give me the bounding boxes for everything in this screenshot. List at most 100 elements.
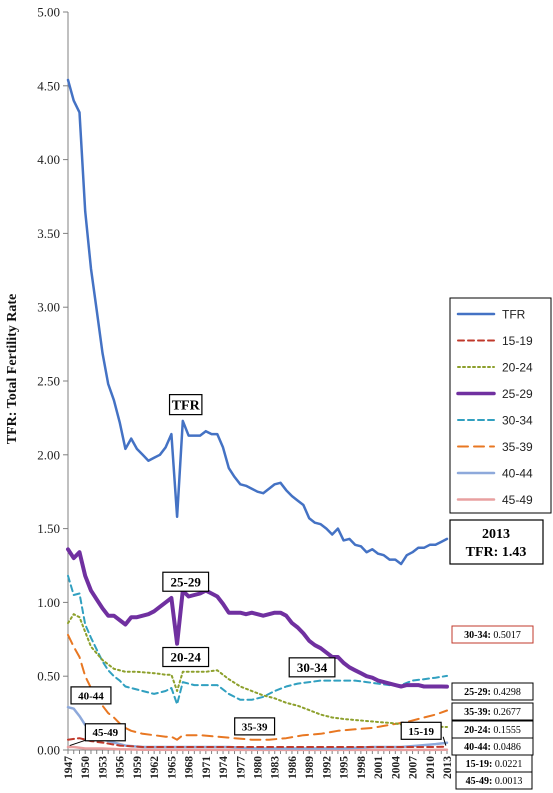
legend-label-30-34: 30-34 <box>502 414 533 428</box>
end-label-box <box>455 771 533 790</box>
y-tick-label: 1.00 <box>37 595 60 610</box>
end-label-tfr: 2013 TFR: 1.43 <box>449 519 544 565</box>
annotations: TFR 25-29 20-24 30-34 40-44 45-49 35-39 15-19 <box>70 394 442 742</box>
y-tick-label: 0.50 <box>37 669 60 684</box>
annotation-text: 25-29 <box>171 574 202 589</box>
legend-label-25-29: 25-29 <box>502 387 533 401</box>
annotation-box <box>168 394 203 416</box>
axes <box>67 12 447 751</box>
end-label-text: 20-24: 0.1555 <box>464 725 521 736</box>
annotation-text: 15-19 <box>408 726 434 738</box>
x-tick-label: 1956 <box>115 756 127 779</box>
y-tick-label: 5.00 <box>37 5 60 20</box>
x-tick-label: 1998 <box>356 756 368 779</box>
x-tick-label: 2007 <box>408 756 420 779</box>
annotation-40-44: 40-44 <box>70 686 112 705</box>
legend-label-15-19: 15-19 <box>502 334 533 348</box>
annotation-box <box>400 721 442 740</box>
end-label-2: 35-39: 0.2677 <box>451 702 534 721</box>
x-tick-label: 1983 <box>270 756 282 779</box>
series-line-45-49 <box>66 745 449 752</box>
x-tick-label: 2004 <box>390 756 402 779</box>
x-tick-label: 1953 <box>97 756 109 779</box>
x-tick-label: 1980 <box>253 756 265 779</box>
end-label-5: 15-19: 0.0221 <box>455 754 533 773</box>
end-label-box <box>451 625 534 644</box>
x-tick-label: 1986 <box>287 756 299 779</box>
x-ticks: 1947 1950 1953 1956 1959 1962 1965 1968 1971 1974… <box>63 750 454 779</box>
end-label-box <box>451 682 534 701</box>
annotation-text: 45-49 <box>92 727 118 739</box>
y-tick-label: 1.50 <box>37 521 60 536</box>
legend-label-35-39: 35-39 <box>502 440 533 454</box>
end-value-labels: 2013 TFR: 1.43 30-34: 0.5017 25-29: 0.4298 3… <box>449 519 544 790</box>
y-ticks: 0.00 0.50 1.00 1.50 2.00 2.50 3.00 3.50 4.00 4.50… <box>37 5 68 758</box>
y-axis-label: TFR: Total Fertility Rate <box>5 294 20 444</box>
end-label-1: 25-29: 0.4298 <box>451 682 534 701</box>
end-label-6: 45-49: 0.0013 <box>455 771 533 790</box>
annotation-35-39: 35-39 <box>234 717 276 736</box>
annotation-TFR: TFR <box>168 394 203 416</box>
annotation-box <box>234 717 276 736</box>
x-tick-label: 1950 <box>80 756 92 779</box>
x-tick-label: 1965 <box>166 756 178 779</box>
x-tick-label: 1992 <box>321 756 333 779</box>
annotation-arrow <box>69 739 86 747</box>
x-tick-label: 1959 <box>132 756 144 779</box>
legend: TFR 15-19 20-24 25-29 30-34 35-39 40-44 45-49 <box>449 297 552 514</box>
end-label-text: 15-19: 0.0221 <box>466 759 523 770</box>
series-line-25-29 <box>66 547 449 689</box>
end-label-text: 45-49: 0.0013 <box>466 776 523 787</box>
series-line-30-34 <box>67 574 448 706</box>
annotation-30-34: 30-34 <box>288 657 336 678</box>
annotation-arrow <box>442 736 447 746</box>
y-tick-label: 2.00 <box>37 447 60 462</box>
annotation-text: 35-39 <box>242 721 268 733</box>
annotation-text: 40-44 <box>78 690 104 702</box>
legend-box <box>449 297 552 514</box>
annotation-box <box>162 646 210 668</box>
x-tick-label: 2010 <box>425 756 437 779</box>
annotation-box <box>162 571 210 592</box>
end-label-tfr-value: TFR: 1.43 <box>466 545 527 560</box>
series-line-20-24 <box>67 613 448 728</box>
annotation-text: TFR <box>172 399 201 414</box>
annotation-15-19: 15-19 <box>400 721 442 740</box>
x-tick-label: 1962 <box>149 756 161 779</box>
annotation-25-29: 25-29 <box>162 571 210 592</box>
annotation-45-49: 45-49 <box>84 723 126 742</box>
y-tick-label: 3.00 <box>37 300 60 315</box>
annotation-box <box>288 657 336 678</box>
series-lines <box>66 78 449 752</box>
legend-label-45-49: 45-49 <box>502 493 533 507</box>
end-label-tfr-year: 2013 <box>482 527 510 542</box>
x-tick-label: 2001 <box>373 756 385 779</box>
end-label-4: 40-44: 0.0486 <box>451 737 534 756</box>
y-tick-label: 4.50 <box>37 78 60 93</box>
end-label-0: 30-34: 0.5017 <box>451 625 534 644</box>
legend-label-TFR: TFR <box>502 308 526 322</box>
x-tick-label: 1995 <box>339 756 351 779</box>
legend-label-40-44: 40-44 <box>502 467 533 481</box>
annotation-text: 30-34 <box>297 660 328 675</box>
annotation-arrows <box>69 736 447 747</box>
y-axis-label-group: TFR: Total Fertility Rate <box>5 294 20 444</box>
annotation-box <box>70 686 112 705</box>
legend-label-20-24: 20-24 <box>502 361 533 375</box>
end-label-text: 25-29: 0.4298 <box>464 687 521 698</box>
series-line-15-19 <box>67 737 448 748</box>
end-label-text: 40-44: 0.0486 <box>464 742 521 753</box>
x-tick-label: 1974 <box>218 756 230 779</box>
end-label-3: 20-24: 0.1555 <box>451 720 534 739</box>
end-label-text: 35-39: 0.2677 <box>464 707 521 718</box>
x-tick-label: 2013 <box>442 756 454 779</box>
x-tick-label: 1971 <box>201 756 213 779</box>
y-tick-label: 4.00 <box>37 152 60 167</box>
x-tick-label: 1989 <box>304 756 316 779</box>
annotation-20-24: 20-24 <box>162 646 210 668</box>
x-tick-label: 1977 <box>235 756 247 779</box>
series-line-TFR <box>66 78 449 566</box>
annotation-box <box>84 723 126 742</box>
y-tick-label: 2.50 <box>37 374 60 389</box>
